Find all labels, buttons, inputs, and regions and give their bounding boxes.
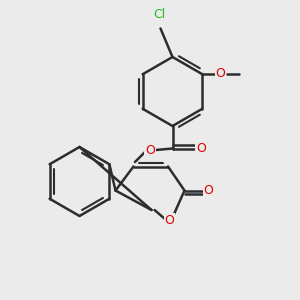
Text: O: O	[165, 214, 174, 227]
Text: O: O	[196, 142, 206, 155]
Text: O: O	[204, 184, 213, 197]
Text: O: O	[145, 143, 155, 157]
Text: O: O	[215, 67, 225, 80]
Text: Cl: Cl	[153, 8, 165, 22]
